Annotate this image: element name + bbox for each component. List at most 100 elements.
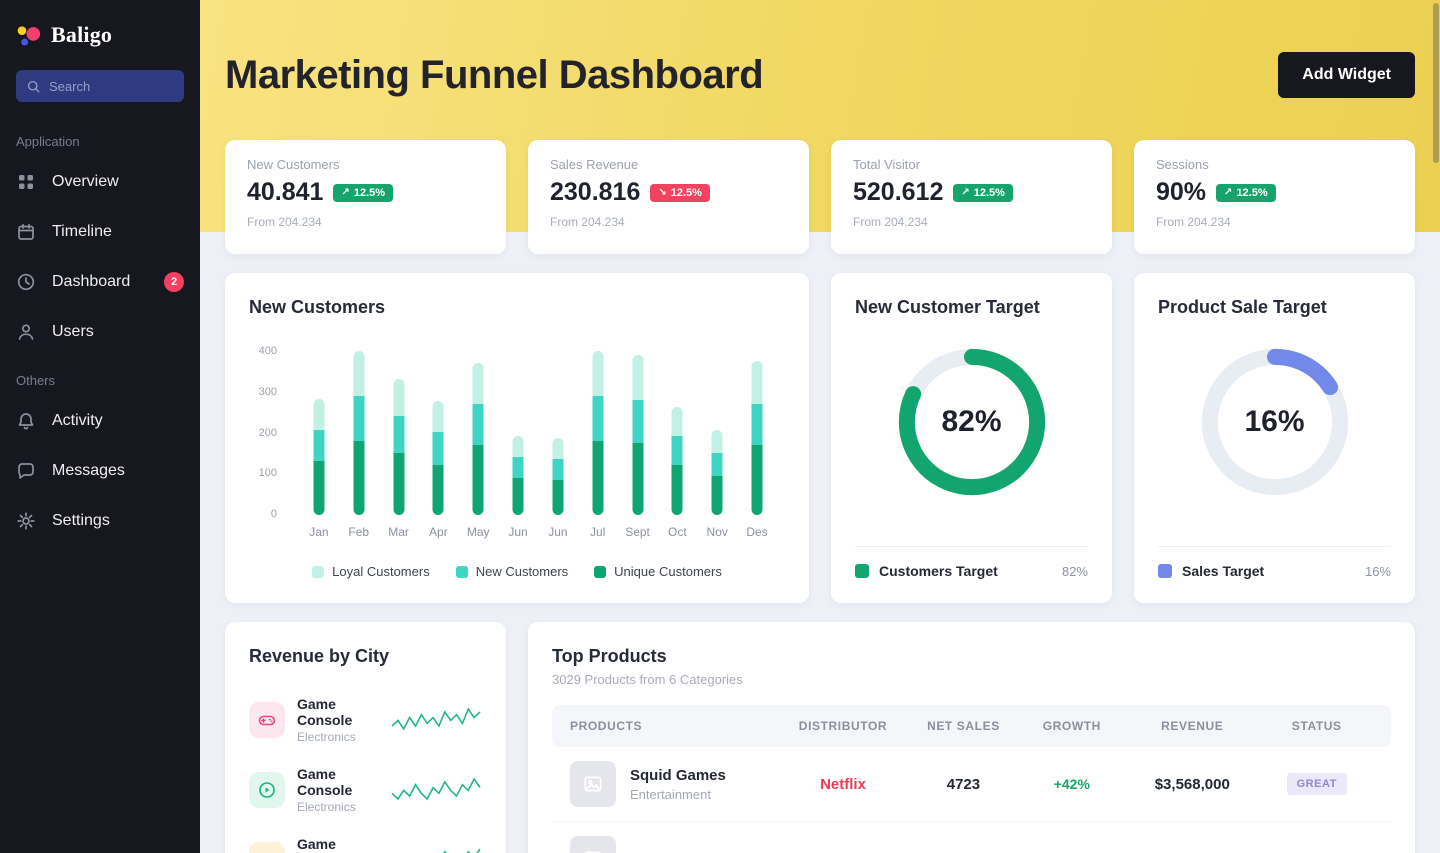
net-sales: 4723	[946, 775, 981, 793]
add-widget-button[interactable]: Add Widget	[1278, 52, 1415, 98]
column-header-revenue: Revenue	[1161, 719, 1224, 733]
scrollbar-thumb[interactable]	[1433, 3, 1439, 163]
revenue-list: Game Console Electronics Game Console Elect…	[249, 685, 482, 853]
wallet-icon	[249, 842, 285, 853]
sidebar-item-settings[interactable]: Settings	[0, 496, 200, 546]
table-header: Products Distributor Net Sales Growth Revenu…	[552, 705, 1391, 747]
sidebar-item-messages[interactable]: Messages	[0, 446, 200, 496]
gear-icon	[16, 511, 36, 531]
sidebar-item-label: Messages	[52, 462, 125, 479]
product-thumbnail	[570, 761, 616, 807]
sparkline-chart	[390, 844, 482, 853]
stat-value: 520.612	[853, 178, 944, 206]
revenue-item-name: Game Console	[297, 766, 353, 798]
sidebar: Baligo Application Overview Timeline Dashbo…	[0, 0, 200, 853]
trend-badge: ↘ 12.5%	[650, 183, 710, 202]
table-body: Squid Games Entertainment Netflix 4723 +42% $…	[552, 747, 1391, 853]
legend-swatch	[855, 564, 869, 578]
stat-label: Total Visitor	[853, 157, 920, 172]
legend-value: 82%	[1061, 563, 1088, 579]
bottom-row: Revenue by City Game Console Electronics G…	[225, 622, 1415, 853]
trend-up-icon: ↗	[341, 187, 350, 198]
column-header-net-sales: Net Sales	[927, 719, 1000, 733]
bar-feb-1: Feb	[339, 350, 379, 539]
nav-section-label: Application	[16, 134, 80, 149]
search-icon	[27, 80, 40, 92]
x-tick-label: May	[466, 525, 490, 539]
stat-subtext: From 204.234	[247, 215, 322, 229]
sidebar-item-label: Dashboard	[52, 273, 131, 290]
column-header-distributor: Distributor	[798, 719, 888, 733]
product-row[interactable]: Squid Games Entertainment Netflix 4723 +42% $…	[552, 747, 1391, 822]
y-tick-label: 0	[270, 508, 277, 520]
donut-percentage: 16%	[1244, 405, 1305, 438]
legend-label: Sales Target	[1182, 563, 1265, 579]
legend-swatch	[312, 565, 325, 578]
sidebar-item-activity[interactable]: Activity	[0, 396, 200, 446]
y-tick-label: 400	[258, 345, 277, 357]
growth: +42%	[1053, 776, 1090, 792]
donut-chart: 16%	[1195, 342, 1355, 502]
legend-item: Unique Customers	[594, 564, 722, 579]
search-input-wrapper[interactable]	[16, 70, 184, 102]
card-subtitle: 3029 Products from 6 Categories	[552, 672, 743, 687]
sidebar-item-users[interactable]: Users	[0, 307, 200, 357]
donut-legend: Sales Target 16%	[1158, 546, 1391, 579]
stats-row: New Customers 40.841 ↗ 12.5% From 204.234 Sal…	[225, 140, 1415, 254]
x-tick-label: Sept	[625, 525, 650, 539]
bar-chart: 400 300 200 100 0 Jan Feb Mar Apr May Jun Jun Jul Se…	[249, 345, 785, 539]
main-area: Marketing Funnel Dashboard Add Widget Ne…	[200, 0, 1440, 853]
charts-row: New Customers 400 300 200 100 0 Jan Feb Mar Apr…	[225, 273, 1415, 603]
play-circle-icon	[249, 772, 285, 808]
status-badge: GREAT	[1286, 773, 1347, 795]
top-products-card: Top Products 3029 Products from 6 Catego…	[528, 622, 1415, 853]
y-tick-label: 200	[258, 426, 277, 439]
stat-card-sessions: Sessions 90% ↗ 12.5% From 204.234	[1134, 140, 1415, 254]
product-name: Squid Games	[630, 766, 726, 784]
chart-title: New Customers	[249, 297, 386, 317]
card-title: Top Products	[552, 646, 667, 666]
sidebar-item-dashboard[interactable]: Dashboard 2	[0, 257, 200, 307]
chart-title: New Customer Target	[855, 297, 1040, 317]
product-category: Entertainment	[630, 786, 711, 802]
trend-down-icon: ↘	[658, 187, 667, 198]
legend-swatch	[455, 565, 468, 578]
nav-section-label: Others	[16, 373, 56, 388]
stat-card-new-customers: New Customers 40.841 ↗ 12.5% From 204.234	[225, 140, 506, 254]
x-tick-label: Jan	[309, 525, 329, 539]
sidebar-item-overview[interactable]: Overview	[0, 157, 200, 207]
stat-value: 40.841	[247, 178, 324, 206]
x-tick-label: Jun	[508, 525, 528, 539]
x-tick-label: Mar	[388, 525, 409, 539]
user-icon	[16, 322, 36, 342]
new-customers-chart-card: New Customers 400 300 200 100 0 Jan Feb Mar Apr…	[225, 273, 809, 603]
distributor: Netflix	[820, 775, 866, 793]
sidebar-item-label: Users	[52, 323, 94, 340]
y-axis: 400 300 200 100 0	[249, 345, 277, 520]
stat-label: New Customers	[247, 157, 340, 172]
clock-icon	[16, 272, 36, 292]
sidebar-item-label: Overview	[52, 173, 119, 190]
legend-item: Loyal Customers	[312, 564, 430, 579]
product-cell: Squid Games Entertainment	[570, 761, 779, 807]
stat-subtext: From 204.234	[853, 215, 928, 229]
revenue-item-name: Game Console	[297, 696, 353, 728]
bar-mar-2: Mar	[379, 350, 419, 539]
search-input[interactable]	[49, 78, 174, 94]
notification-badge: 2	[164, 272, 184, 292]
sidebar-nav: Application Overview Timeline Dashboard 2 Use…	[0, 118, 200, 546]
x-tick-label: Nov	[706, 525, 728, 539]
x-tick-label: Des	[746, 525, 768, 539]
sidebar-item-timeline[interactable]: Timeline	[0, 207, 200, 257]
chart-legend: Loyal Customers New Customers Unique Custo…	[249, 564, 785, 579]
product-row[interactable]	[552, 822, 1391, 853]
scrollbar[interactable]	[1432, 0, 1440, 853]
donut-chart: 82%	[892, 342, 1052, 502]
logo-text: Baligo	[51, 22, 113, 47]
status-cell: GREAT	[1261, 773, 1373, 795]
bell-icon	[16, 411, 36, 431]
